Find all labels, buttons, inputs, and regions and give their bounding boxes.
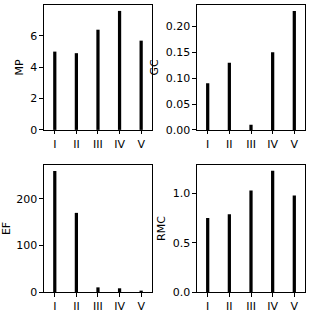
svg-text:MP: MP [13,59,26,75]
svg-text:RMC: RMC [155,216,168,241]
svg-text:200: 200 [16,193,37,206]
svg-text:II: II [73,300,80,310]
svg-text:V: V [137,300,145,310]
svg-text:0.00: 0.00 [166,124,191,137]
svg-text:I: I [53,300,56,310]
svg-text:IV: IV [267,138,278,151]
svg-text:0.0: 0.0 [173,286,191,299]
svg-text:0.15: 0.15 [166,46,191,59]
svg-text:100: 100 [16,239,37,252]
svg-text:III: III [93,300,103,310]
svg-text:I: I [53,138,56,151]
svg-text:III: III [246,300,256,310]
svg-text:II: II [73,138,80,151]
svg-text:II: II [226,300,233,310]
svg-text:0.05: 0.05 [166,98,191,111]
svg-text:4: 4 [30,61,37,74]
svg-text:EF: EF [0,222,13,235]
svg-text:III: III [246,138,256,151]
svg-text:2: 2 [30,92,37,105]
svg-text:IV: IV [114,300,125,310]
svg-text:0.5: 0.5 [173,237,191,250]
svg-text:GC: GC [148,59,161,76]
svg-text:III: III [93,138,103,151]
svg-text:II: II [226,138,233,151]
svg-text:V: V [291,300,299,310]
svg-text:V: V [291,138,299,151]
svg-text:IV: IV [114,138,125,151]
svg-text:0: 0 [30,286,37,299]
svg-text:V: V [137,138,145,151]
svg-text:IV: IV [267,300,278,310]
svg-text:0.20: 0.20 [166,20,191,33]
svg-text:0.10: 0.10 [166,72,191,85]
svg-text:0: 0 [30,124,37,137]
svg-text:6: 6 [30,30,37,43]
svg-text:I: I [206,300,209,310]
svg-text:I: I [206,138,209,151]
svg-text:1.0: 1.0 [173,187,191,200]
